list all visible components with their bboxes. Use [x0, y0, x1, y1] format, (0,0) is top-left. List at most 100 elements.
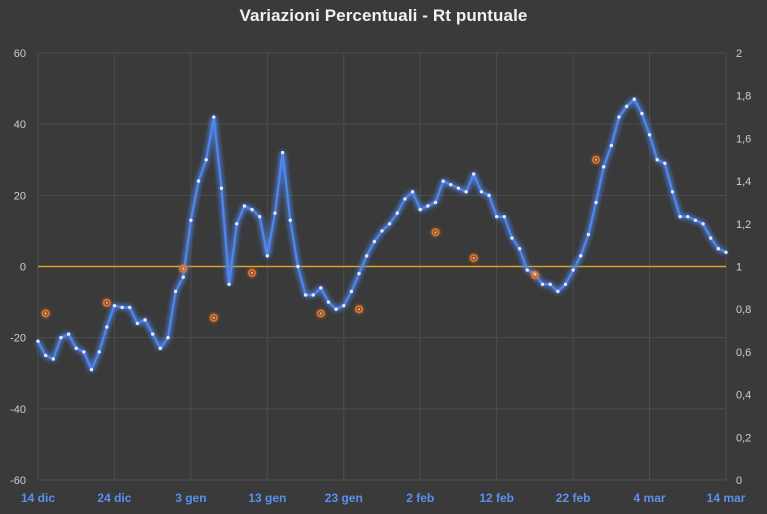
data-point	[724, 250, 728, 254]
data-point	[510, 236, 514, 240]
rt-point	[469, 253, 478, 262]
rt-point-center	[105, 301, 108, 304]
rt-point-center	[472, 256, 475, 260]
data-point	[311, 293, 315, 297]
data-point	[540, 282, 545, 286]
data-point	[525, 268, 529, 272]
y-right-tick-label: 2	[736, 48, 742, 60]
y-right-tick-label: 1,8	[736, 91, 751, 103]
data-point	[502, 214, 507, 219]
data-point	[219, 186, 224, 190]
x-tick-label: 12 feb	[479, 491, 514, 505]
rt-point-center	[212, 316, 215, 319]
data-point	[655, 158, 659, 162]
data-point	[410, 190, 415, 194]
y-right-tick-label: 0,4	[736, 390, 751, 402]
data-point	[181, 275, 185, 279]
data-point	[303, 293, 308, 297]
data-point	[242, 204, 247, 208]
data-point	[265, 254, 270, 258]
rt-point-center	[319, 312, 322, 315]
data-point	[601, 165, 606, 169]
data-point	[395, 211, 399, 215]
data-point	[403, 197, 407, 201]
data-point	[135, 321, 140, 326]
data-point	[586, 232, 591, 237]
data-point	[212, 115, 216, 119]
data-point	[441, 179, 445, 183]
data-point	[204, 158, 208, 162]
rt-point	[248, 268, 257, 277]
data-point	[624, 104, 629, 109]
y-left-tick-label: 40	[14, 119, 26, 131]
x-tick-label: 4 mar	[634, 491, 666, 505]
data-point	[701, 222, 705, 226]
data-point	[89, 367, 94, 372]
rt-point	[102, 298, 111, 307]
data-point	[365, 254, 369, 258]
rt-point-center	[594, 158, 598, 161]
rt-point	[316, 309, 325, 318]
rt-point-center	[250, 271, 254, 275]
x-tick-label: 3 gen	[175, 491, 206, 505]
x-tick-label: 2 feb	[406, 491, 434, 505]
rt-point	[179, 264, 188, 273]
data-point	[487, 193, 491, 198]
data-point	[556, 289, 560, 294]
rt-point-center	[357, 308, 361, 311]
data-point	[517, 247, 522, 251]
data-point	[150, 332, 155, 336]
data-point	[342, 303, 346, 308]
data-point	[257, 214, 262, 219]
y-right-tick-label: 1,2	[736, 219, 751, 231]
rt-point	[592, 155, 601, 164]
rt-point-center	[533, 273, 536, 277]
y-left-tick-label: -60	[10, 475, 26, 487]
data-point	[36, 339, 40, 343]
data-point	[82, 350, 86, 354]
data-point	[143, 318, 147, 322]
data-point	[235, 222, 239, 226]
data-point	[158, 346, 163, 351]
data-point	[334, 307, 338, 311]
data-point	[571, 268, 575, 272]
y-left-tick-label: 20	[14, 190, 26, 202]
data-point	[128, 305, 132, 310]
y-left-tick-label: -40	[10, 404, 26, 416]
x-tick-label: 23 gen	[325, 491, 363, 505]
rt-point-center	[434, 231, 437, 234]
x-tick-label: 22 feb	[556, 491, 591, 505]
data-point	[494, 214, 499, 219]
data-point	[670, 190, 675, 194]
y-right-tick-label: 1,4	[736, 176, 751, 188]
y-left-tick-label: 0	[20, 262, 26, 274]
chart-title: Variazioni Percentuali - Rt puntuale	[239, 6, 528, 25]
data-point	[51, 357, 55, 361]
x-tick-label: 14 mar	[707, 491, 746, 505]
y-right-tick-label: 0,6	[736, 347, 751, 359]
data-point	[678, 214, 682, 219]
data-point	[609, 143, 614, 148]
data-point	[43, 353, 48, 358]
data-point	[173, 289, 178, 294]
data-point	[449, 182, 453, 187]
data-point	[387, 222, 392, 226]
data-point	[716, 247, 721, 251]
rt-point	[355, 305, 364, 314]
data-point	[380, 229, 384, 233]
rt-point	[209, 313, 218, 322]
y-left-tick-label: -20	[10, 333, 26, 345]
data-point	[632, 97, 636, 101]
data-point	[112, 303, 117, 308]
rt-point-center	[182, 267, 185, 270]
series-points-rt	[41, 155, 601, 322]
data-point	[479, 190, 484, 194]
data-point	[418, 207, 422, 212]
rt-point	[530, 271, 539, 280]
rt-point	[431, 228, 440, 237]
data-point	[617, 115, 621, 119]
data-point	[456, 186, 461, 190]
data-point	[296, 264, 300, 269]
data-point	[464, 190, 468, 194]
